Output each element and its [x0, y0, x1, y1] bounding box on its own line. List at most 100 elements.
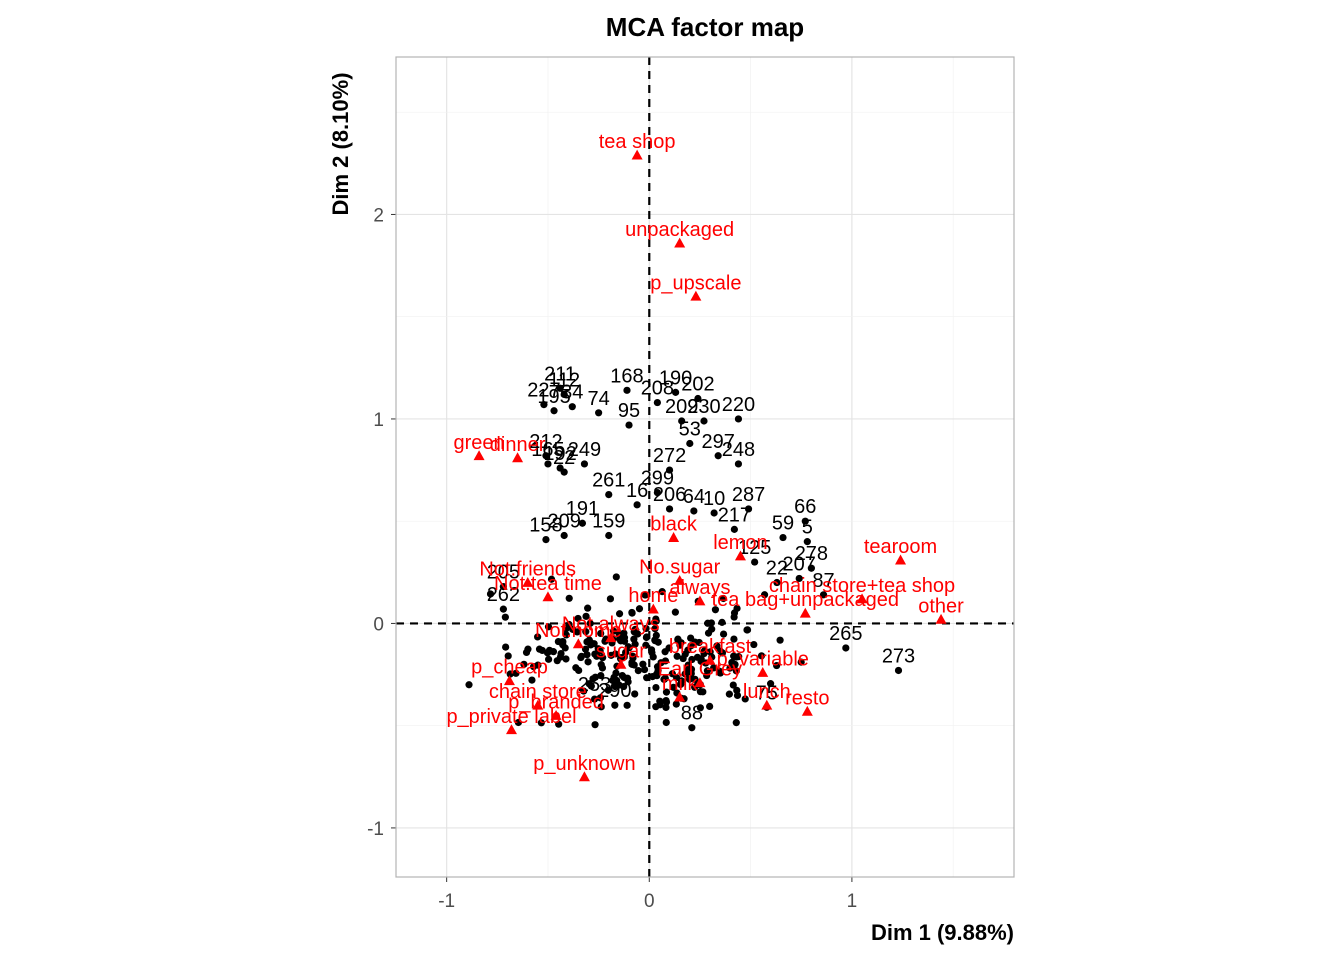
individual-point [597, 629, 605, 638]
category-point [572, 638, 584, 649]
category-point [674, 691, 686, 702]
x-axis-title: Dim 1 (9.88%) [871, 920, 1014, 945]
category-label: Not.friends [479, 559, 576, 581]
individual-point [743, 626, 752, 634]
individual-point [671, 608, 679, 616]
individual-point [653, 398, 661, 407]
category-label: resto [785, 687, 829, 709]
individual-point [842, 644, 850, 652]
individual-point [642, 641, 650, 649]
individual-point [779, 533, 787, 542]
individual-point [651, 625, 659, 633]
category-label: tea shop [599, 131, 676, 153]
individual-point [593, 652, 601, 660]
individual-point [734, 415, 743, 423]
individual-point [688, 724, 696, 732]
individual-label: 74 [587, 388, 609, 410]
individual-point [750, 640, 758, 649]
individual-point [703, 667, 712, 675]
category-point [856, 593, 868, 604]
individual-point [542, 452, 550, 460]
individual-point [628, 608, 636, 617]
individual-point [773, 661, 781, 670]
individual-label: 202 [681, 373, 714, 395]
individual-point [713, 642, 721, 650]
individual-point [773, 578, 781, 587]
individual-point [577, 653, 585, 662]
individual-label: 22 [553, 447, 575, 469]
individual-point [528, 676, 536, 684]
individual-point [733, 604, 741, 612]
individual-point [734, 460, 743, 468]
individual-label: 34 [561, 382, 583, 404]
grid [396, 57, 1014, 877]
individual-label: 66 [794, 496, 816, 518]
individual-point [611, 650, 619, 658]
axis-ticks: -1 0 1 -1 0 1 2 [367, 205, 857, 912]
category-label: dinner [490, 434, 546, 456]
category-label: tearoom [864, 536, 937, 558]
category-label: p_cheap [471, 657, 548, 679]
individual-point [760, 591, 769, 599]
category-label: Not.always [562, 614, 660, 636]
individual-point [711, 606, 720, 614]
individual-point [537, 719, 545, 727]
individual-point [635, 605, 644, 613]
y-tick-label: 2 [373, 205, 384, 226]
individual-point [534, 633, 542, 641]
individual-point [540, 401, 548, 409]
category-label: tea bag+unpackaged [712, 589, 899, 611]
individual-point [686, 439, 694, 448]
individual-point [565, 594, 573, 602]
individual-point [562, 655, 570, 663]
individual-point [624, 643, 632, 651]
individual-point [633, 501, 641, 509]
individual-point [757, 652, 766, 660]
individual-point [719, 594, 728, 603]
individual-point [716, 647, 724, 655]
category-label: always [669, 577, 730, 599]
individual-point [587, 682, 595, 690]
individual-point [668, 670, 676, 678]
individual-point [732, 667, 740, 675]
individual-label: 211 [544, 363, 576, 385]
category-point [578, 771, 590, 782]
individual-point [672, 700, 680, 708]
individual-point [582, 628, 590, 636]
category-label: milk [662, 673, 699, 695]
chart-title: MCA factor map [606, 12, 804, 42]
individual-point [545, 646, 554, 654]
individual-point [542, 535, 550, 544]
individual-point [629, 652, 637, 660]
individual-point [672, 388, 680, 396]
individual-point [610, 673, 618, 681]
individual-point [597, 703, 605, 711]
individual-point [615, 635, 624, 643]
individual-point [631, 625, 639, 633]
individual-label: 75 [756, 682, 778, 704]
individual-label: 88 [681, 703, 703, 725]
individual-point [677, 677, 686, 685]
individual-point [544, 460, 552, 468]
individual-label: 212 [529, 431, 562, 453]
individual-point [662, 703, 670, 712]
individual-point [732, 719, 740, 727]
category-label: Not.tea time [494, 573, 602, 595]
individual-point [465, 681, 473, 689]
category-label: Not.home [535, 620, 622, 642]
category-point [473, 450, 485, 461]
individual-point [580, 460, 589, 468]
individual-point [584, 604, 592, 612]
category-point [694, 595, 706, 606]
individual-point [612, 573, 620, 581]
category-label: p_private label [446, 706, 576, 728]
individual-label: 87 [812, 570, 834, 592]
category-point [801, 705, 813, 716]
category-point [532, 699, 544, 710]
individual-point [797, 658, 805, 666]
individual-point [725, 690, 733, 698]
category-label: p_branded [508, 691, 604, 713]
individual-point [594, 645, 602, 653]
individual-point [578, 519, 587, 527]
